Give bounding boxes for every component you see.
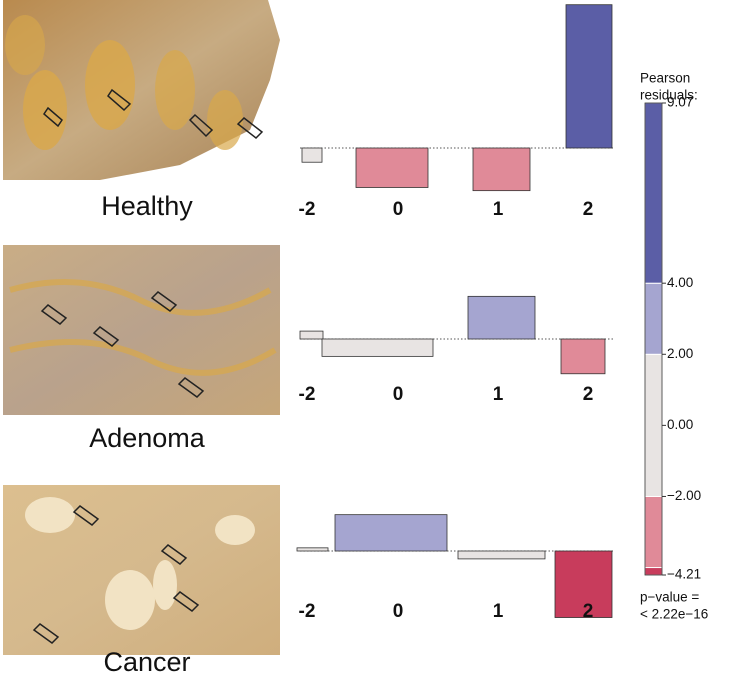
category-label: 0 <box>393 601 404 622</box>
legend-title: residuals: <box>640 88 698 103</box>
row-label: Healthy <box>101 191 193 221</box>
legend-tick-label: 4.00 <box>667 275 693 290</box>
category-label: 1 <box>493 199 504 220</box>
legend-tick-label: 0.00 <box>667 417 693 432</box>
category-label: 2 <box>583 384 594 405</box>
p-value: < 2.22e−16 <box>640 607 708 622</box>
residual-bar <box>472 147 531 192</box>
row-label: Cancer <box>103 647 190 677</box>
legend-band <box>644 567 663 576</box>
residual-bar <box>355 147 429 188</box>
legend-band <box>644 102 663 284</box>
residual-bar <box>334 514 448 552</box>
legend-tick-label: −4.21 <box>667 567 701 582</box>
legend-tick-label: 2.00 <box>667 346 693 361</box>
residual-bar <box>457 550 546 560</box>
legend-band <box>644 495 663 569</box>
residual-bar <box>467 295 536 340</box>
category-label: -2 <box>299 199 316 220</box>
residual-bar <box>296 547 329 552</box>
legend-band <box>644 282 663 355</box>
category-label: -2 <box>299 601 316 622</box>
residual-bar <box>321 338 434 357</box>
residual-bar <box>560 338 606 375</box>
residual-bar <box>299 330 324 340</box>
residual-bar <box>565 4 613 149</box>
legend-band <box>644 353 663 497</box>
histology-healthy <box>3 0 280 180</box>
category-label: 1 <box>493 384 504 405</box>
category-label: 1 <box>493 601 504 622</box>
category-label: 0 <box>393 384 404 405</box>
category-label: 0 <box>393 199 404 220</box>
residual-bar <box>554 550 613 618</box>
residual-bar <box>301 147 323 163</box>
category-label: -2 <box>299 384 316 405</box>
legend-frame <box>644 102 663 576</box>
histology-cancer <box>3 485 280 655</box>
histology-adenoma <box>3 245 280 415</box>
row-label: Adenoma <box>89 423 206 453</box>
category-label: 2 <box>583 601 594 622</box>
p-value: p−value = <box>640 590 699 605</box>
legend-tick-label: 9.07 <box>667 95 693 110</box>
legend-title: Pearson <box>640 71 690 86</box>
category-label: 2 <box>583 199 594 220</box>
legend-tick-label: −2.00 <box>667 488 701 503</box>
